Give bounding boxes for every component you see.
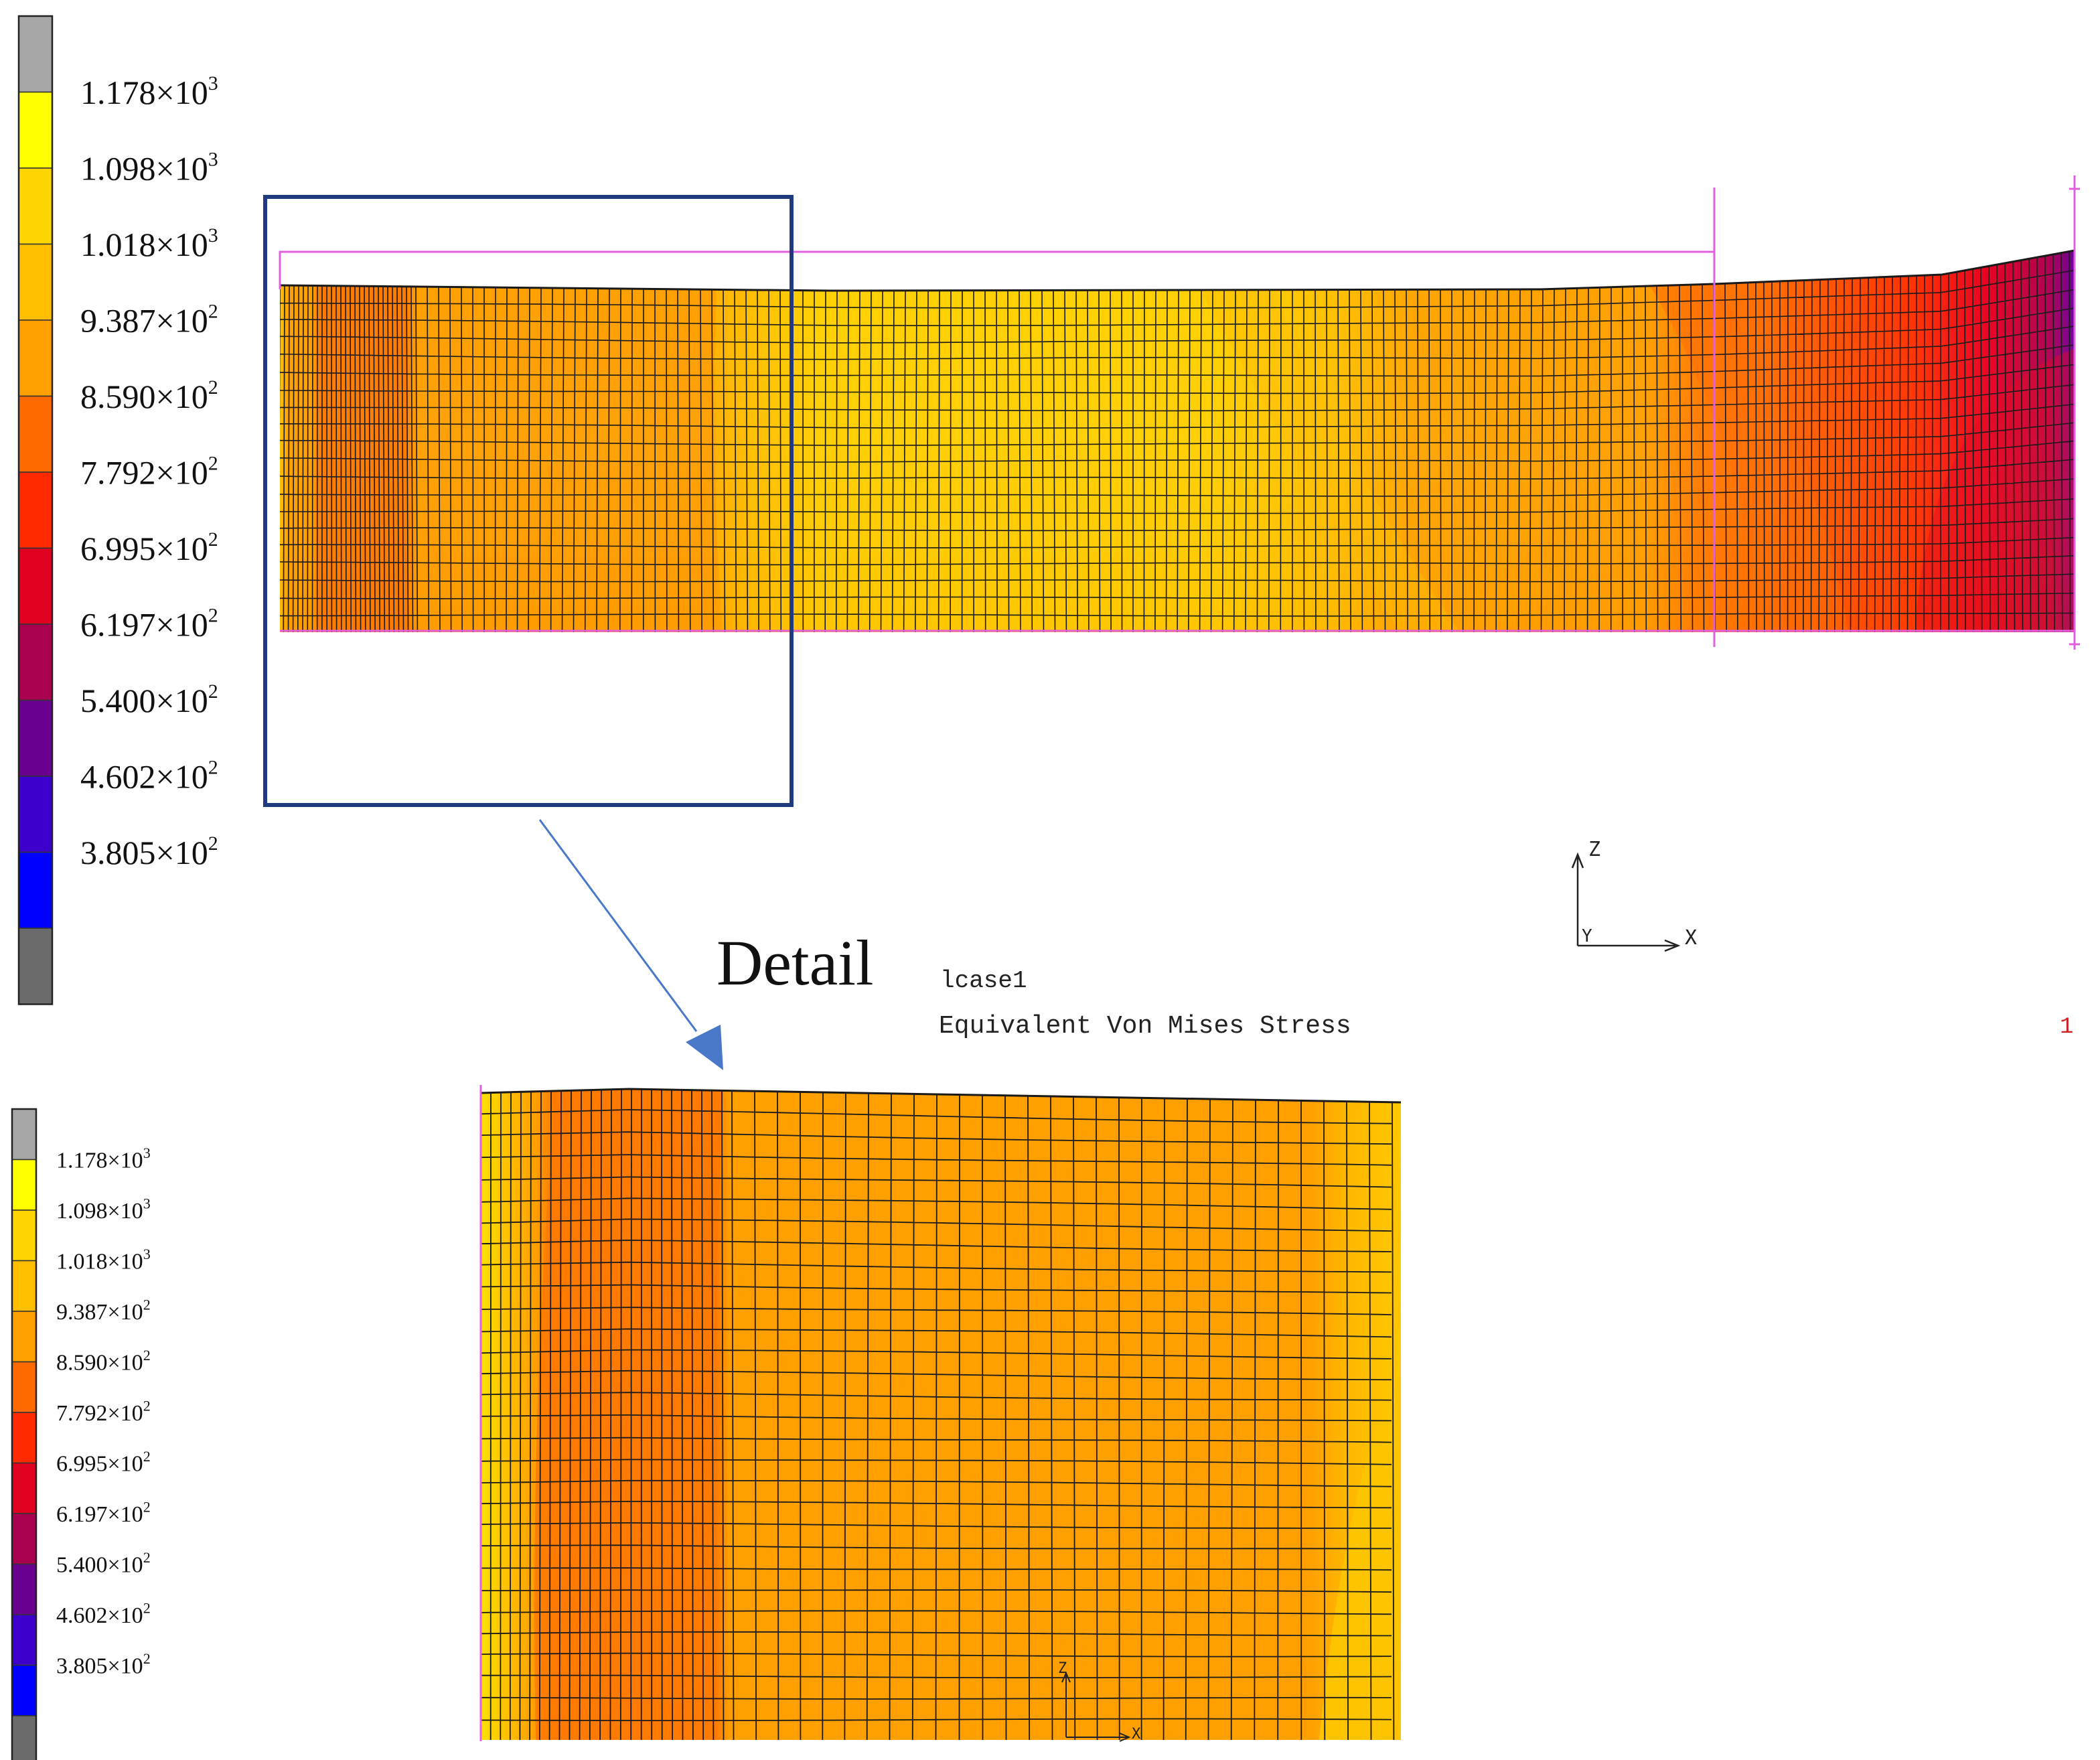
- axis-triad-detail: [1061, 1671, 1131, 1742]
- legend-detail-swatch-2: [11, 1209, 37, 1262]
- legend-main-swatch-5: [18, 395, 53, 473]
- legend-detail-label-9: 4.602×102: [56, 1600, 151, 1628]
- legend-main-label-9: 4.602×102: [80, 757, 218, 796]
- legend-detail-swatch-6: [11, 1412, 37, 1464]
- legend-detail-swatch-0: [11, 1108, 37, 1161]
- legend-main-swatch-2: [18, 167, 53, 245]
- legend-detail-swatch-12: [11, 1715, 37, 1760]
- legend-detail-label-6: 6.995×102: [56, 1448, 151, 1476]
- legend-main-label-3: 9.387×102: [80, 301, 218, 340]
- legend-main-swatch-10: [18, 776, 53, 853]
- detail-arrow-line: [538, 819, 698, 1032]
- legend-main-swatch-3: [18, 243, 53, 321]
- fe-model-main: [279, 175, 2080, 650]
- legend-detail-label-1: 1.098×103: [56, 1195, 151, 1224]
- legend-detail-label-2: 1.018×103: [56, 1246, 151, 1274]
- legend-main-swatch-6: [18, 471, 53, 549]
- model-top-edge: [279, 249, 2075, 292]
- color-legend-detail: 1.178×103 1.098×103 1.018×103 9.387×102 8.59…: [11, 1108, 151, 1760]
- legend-detail-frame: [11, 1108, 38, 1760]
- legend-detail-label-5: 7.792×102: [56, 1398, 151, 1426]
- axis-triad-main: [1571, 852, 1681, 952]
- legend-main-label-4: 8.590×102: [80, 376, 218, 415]
- legend-detail-swatch-7: [11, 1462, 37, 1514]
- legend-main-swatch-8: [18, 624, 53, 701]
- contour-band-detail: [534, 1092, 723, 1740]
- legend-main-label-1: 1.098×103: [80, 149, 218, 188]
- legend-main-label-5: 7.792×102: [80, 453, 218, 492]
- axis-label-x: X: [1685, 926, 1697, 950]
- legend-detail-swatch-11: [11, 1664, 37, 1716]
- legend-detail-swatch-4: [11, 1311, 37, 1363]
- legend-detail-swatch-5: [11, 1361, 37, 1413]
- legend-detail-label-10: 3.805×102: [56, 1650, 151, 1678]
- legend-main-label-8: 5.400×102: [80, 680, 218, 719]
- legend-main-swatch-12: [18, 928, 53, 1005]
- legend-main-label-10: 3.805×102: [80, 832, 218, 871]
- legend-main-label-2: 1.018×103: [80, 224, 218, 263]
- legend-main-frame: [17, 15, 54, 1005]
- detail-zoom-box: [263, 195, 794, 807]
- reference-boundary: [279, 175, 2080, 650]
- detail-arrow-head: [686, 1025, 723, 1070]
- legend-detail-label-7: 6.197×102: [56, 1499, 151, 1527]
- legend-main-swatch-0: [18, 15, 53, 93]
- legend-main-swatch-1: [18, 91, 53, 169]
- legend-detail-label-4: 8.590×102: [56, 1347, 151, 1375]
- legend-main-label-6: 6.995×102: [80, 528, 218, 567]
- legend-detail-swatch-8: [11, 1513, 37, 1565]
- mesh-main-lines: [280, 251, 2075, 632]
- legend-main-label-7: 6.197×102: [80, 605, 218, 644]
- load-case-label: lcase1: [940, 967, 1027, 995]
- detail-caption: Detail: [717, 927, 874, 999]
- detail-axis-label-z: Z: [1058, 1660, 1067, 1677]
- detail-axis-label-x: X: [1132, 1726, 1141, 1743]
- color-legend-main: 1.178×103 1.098×103 1.018×103 9.387×102 8.59…: [17, 15, 218, 1005]
- frame-number: 1: [2060, 1015, 2073, 1040]
- legend-main-swatch-4: [18, 319, 53, 397]
- legend-detail-swatch-9: [11, 1563, 37, 1615]
- result-type-label: Equivalent Von Mises Stress: [939, 1012, 1351, 1041]
- legend-detail-swatch-10: [11, 1614, 37, 1666]
- legend-detail-swatch-1: [11, 1159, 37, 1211]
- legend-main-swatch-9: [18, 699, 53, 777]
- fe-model-detail: [479, 1085, 1402, 1741]
- legend-main-label-0: 1.178×103: [80, 72, 218, 111]
- legend-detail-swatch-3: [11, 1260, 37, 1312]
- legend-detail-label-3: 9.387×102: [56, 1297, 151, 1325]
- axis-label-z: Z: [1588, 838, 1600, 861]
- axis-label-y: Y: [1582, 926, 1592, 946]
- legend-detail-label-8: 5.400×102: [56, 1549, 151, 1577]
- legend-detail-label-0: 1.178×103: [56, 1145, 151, 1173]
- mesh-grid-main: [280, 251, 2075, 632]
- legend-main-swatch-11: [18, 851, 53, 929]
- legend-main-swatch-7: [18, 547, 53, 625]
- detail-top-edge: [480, 1088, 1402, 1104]
